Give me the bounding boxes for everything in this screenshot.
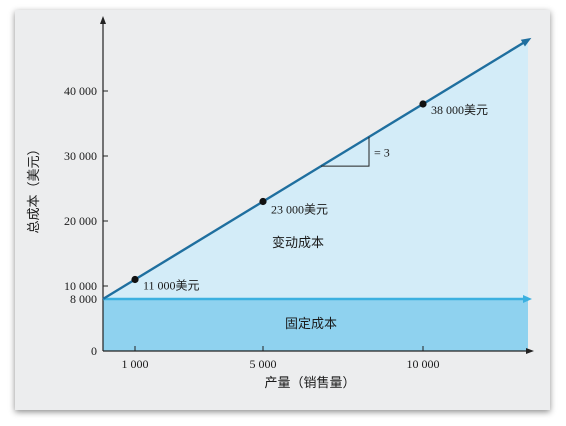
y-tick-label: 40 000 (64, 84, 97, 98)
fixed-cost-label: 固定成本 (285, 316, 337, 331)
x-tick-label: 1 000 (122, 357, 149, 371)
data-point-label: 38 000美元 (431, 103, 488, 117)
y-axis-arrow (100, 16, 106, 24)
data-point-label: 23 000美元 (271, 203, 328, 217)
variable-cost-label: 变动成本 (272, 235, 324, 250)
y-tick-label: 8 000 (70, 292, 97, 306)
fixed-cost-arrow (523, 295, 532, 303)
y-tick-label: 10 000 (64, 279, 97, 293)
y-axis-title: 总成本（美元） (26, 142, 41, 233)
data-point-label: 11 000美元 (143, 279, 200, 293)
data-point (131, 275, 139, 284)
slope-triangle (321, 136, 370, 167)
x-tick-label: 5 000 (250, 357, 277, 371)
x-axis-title: 产量（销售量） (264, 375, 355, 390)
total-cost-line (102, 38, 529, 301)
y-tick-label: 20 000 (64, 214, 97, 228)
y-tick-label: 30 000 (64, 149, 97, 163)
x-tick-label: 10 000 (407, 357, 440, 371)
fixed-cost-region (103, 299, 528, 351)
y-tick-label: 0 (91, 344, 97, 358)
total-cost-arrow (520, 37, 532, 47)
data-point (259, 197, 267, 206)
slope-label: = 3 (374, 146, 390, 160)
data-point (419, 100, 427, 108)
x-axis-arrow (526, 348, 534, 354)
